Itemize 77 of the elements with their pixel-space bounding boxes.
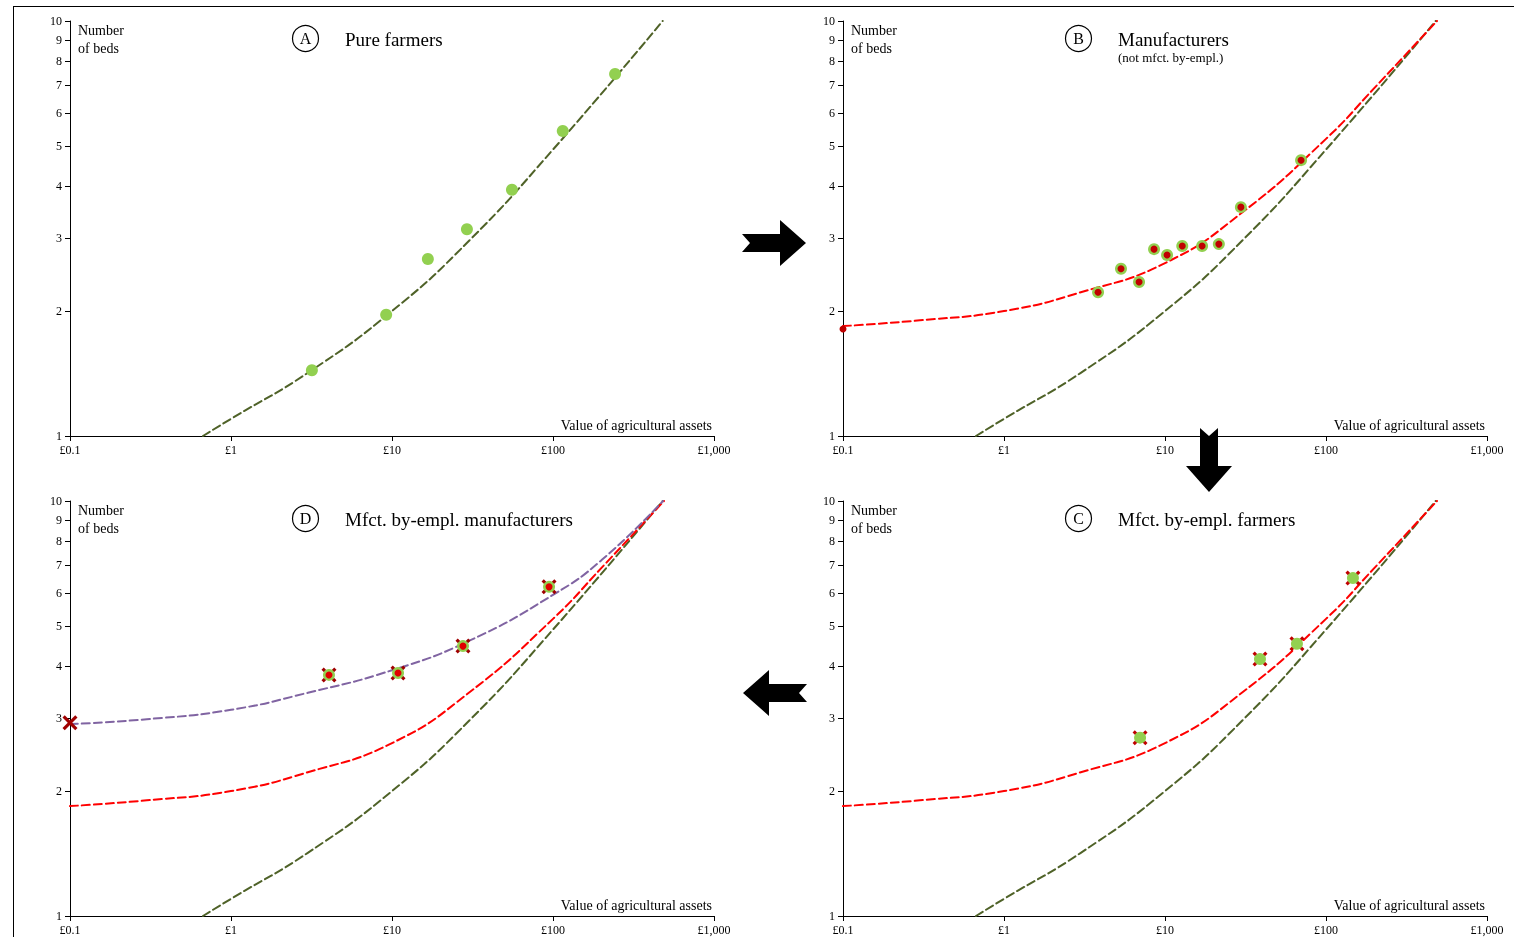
y-tick-label: 2 — [56, 784, 62, 799]
y-tick-label: 7 — [829, 558, 835, 573]
chart-title: Pure farmers — [345, 29, 443, 50]
y-tick-label: 8 — [56, 54, 62, 69]
x-tick-label: £0.1 — [832, 443, 854, 457]
y-axis-title: Number of beds — [78, 22, 128, 56]
y-tick-label: 8 — [829, 534, 835, 549]
y-tick-label: 5 — [829, 138, 835, 153]
y-tick-label: 1 — [829, 909, 835, 923]
y-tick-label: 2 — [829, 304, 835, 319]
x-tick-label: £10 — [383, 923, 401, 937]
y-tick-label: 9 — [829, 512, 835, 527]
x-tick-label: £1,000 — [1470, 443, 1504, 457]
y-tick-label: 10 — [50, 14, 62, 28]
x-tick-label: £1,000 — [1470, 923, 1504, 937]
y-tick-label: 2 — [56, 304, 62, 319]
y-tick-label: 4 — [829, 179, 835, 194]
annotation: D — [299, 510, 312, 527]
x-axis-title: Value of agricultural assets — [1333, 417, 1486, 433]
y-tick-label: 10 — [823, 14, 835, 28]
x-tick-label: £1,000 — [697, 443, 731, 457]
chart-title: Mfct. by-empl. farmers — [1118, 509, 1296, 530]
x-tick-label: £1 — [998, 443, 1010, 457]
y-tick-label: 5 — [829, 618, 835, 633]
x-axis-title: Value of agricultural assets — [560, 417, 713, 433]
y-tick-label: 2 — [829, 784, 835, 799]
y-axis-title: Number of beds — [78, 502, 128, 536]
y-tick-label: 9 — [56, 32, 62, 47]
y-tick-label: 4 — [56, 659, 62, 674]
annotation: B — [1073, 30, 1084, 47]
x-tick-label: £100 — [1314, 443, 1338, 457]
chart-title: Manufacturers — [1118, 29, 1229, 50]
y-tick-label: 3 — [56, 710, 62, 725]
y-tick-label: 7 — [829, 78, 835, 93]
y-tick-label: 9 — [56, 512, 62, 527]
x-tick-label: £10 — [383, 443, 401, 457]
x-tick-label: £1,000 — [697, 923, 731, 937]
x-tick-label: £1 — [998, 923, 1010, 937]
x-tick-label: £100 — [1314, 923, 1338, 937]
text: (not mfct. by-empl.) — [1118, 50, 1224, 65]
x-tick-label: £0.1 — [832, 923, 854, 937]
y-tick-label: 4 — [56, 179, 62, 194]
y-tick-label: 5 — [56, 618, 62, 633]
x-tick-label: £100 — [541, 443, 565, 457]
y-tick-label: 3 — [56, 230, 62, 245]
y-tick-label: 3 — [829, 710, 835, 725]
y-tick-label: 3 — [829, 230, 835, 245]
annotation: A — [299, 30, 312, 47]
chart-title: Mfct. by-empl. manufacturers — [345, 509, 573, 530]
annotation: C — [1073, 510, 1084, 527]
y-tick-label: 1 — [56, 429, 62, 443]
y-tick-label: 7 — [56, 78, 62, 93]
y-axis-title: Number of beds — [851, 22, 901, 56]
y-tick-label: 5 — [56, 138, 62, 153]
y-tick-label: 6 — [829, 106, 835, 121]
x-tick-label: £100 — [541, 923, 565, 937]
x-tick-label: £0.1 — [59, 443, 81, 457]
x-tick-label: £10 — [1156, 443, 1174, 457]
y-tick-label: 8 — [56, 534, 62, 549]
y-tick-label: 6 — [56, 106, 62, 121]
y-tick-label: 10 — [50, 494, 62, 508]
y-tick-label: 6 — [56, 586, 62, 601]
y-tick-label: 6 — [829, 586, 835, 601]
x-tick-label: £1 — [225, 443, 237, 457]
y-tick-label: 8 — [829, 54, 835, 69]
x-axis-title: Value of agricultural assets — [1333, 897, 1486, 913]
y-tick-label: 4 — [829, 659, 835, 674]
y-axis-title: Number of beds — [851, 502, 901, 536]
y-tick-label: 9 — [829, 32, 835, 47]
y-tick-label: 7 — [56, 558, 62, 573]
x-axis-title: Value of agricultural assets — [560, 897, 713, 913]
y-tick-label: 1 — [829, 429, 835, 443]
x-tick-label: £1 — [225, 923, 237, 937]
x-tick-label: £10 — [1156, 923, 1174, 937]
x-tick-label: £0.1 — [59, 923, 81, 937]
y-tick-label: 10 — [823, 494, 835, 508]
y-tick-label: 1 — [56, 909, 62, 923]
